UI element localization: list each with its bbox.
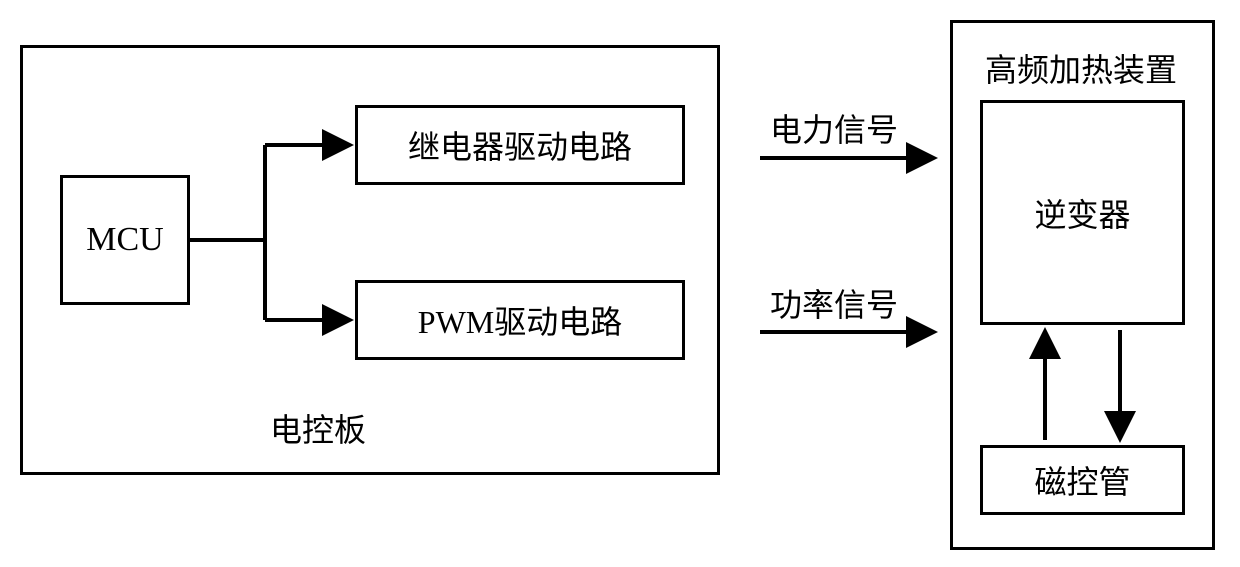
heater-device-label: 高频加热装置 xyxy=(985,45,1177,91)
relay-driver-label: 继电器驱动电路 xyxy=(408,122,632,168)
pwm-signal-label: 功率信号 xyxy=(770,280,898,326)
mcu-block: MCU xyxy=(60,175,190,305)
mcu-label: MCU xyxy=(86,221,163,259)
inverter-block: 逆变器 xyxy=(980,100,1185,325)
power-signal-label: 电力信号 xyxy=(770,105,898,151)
control-board-label: 电控板 xyxy=(270,405,366,451)
pwm-driver-block: PWM驱动电路 xyxy=(355,280,685,360)
relay-driver-block: 继电器驱动电路 xyxy=(355,105,685,185)
magnetron-block: 磁控管 xyxy=(980,445,1185,515)
pwm-driver-label: PWM驱动电路 xyxy=(418,297,622,343)
inverter-label: 逆变器 xyxy=(1034,190,1130,236)
magnetron-label: 磁控管 xyxy=(1034,457,1130,503)
